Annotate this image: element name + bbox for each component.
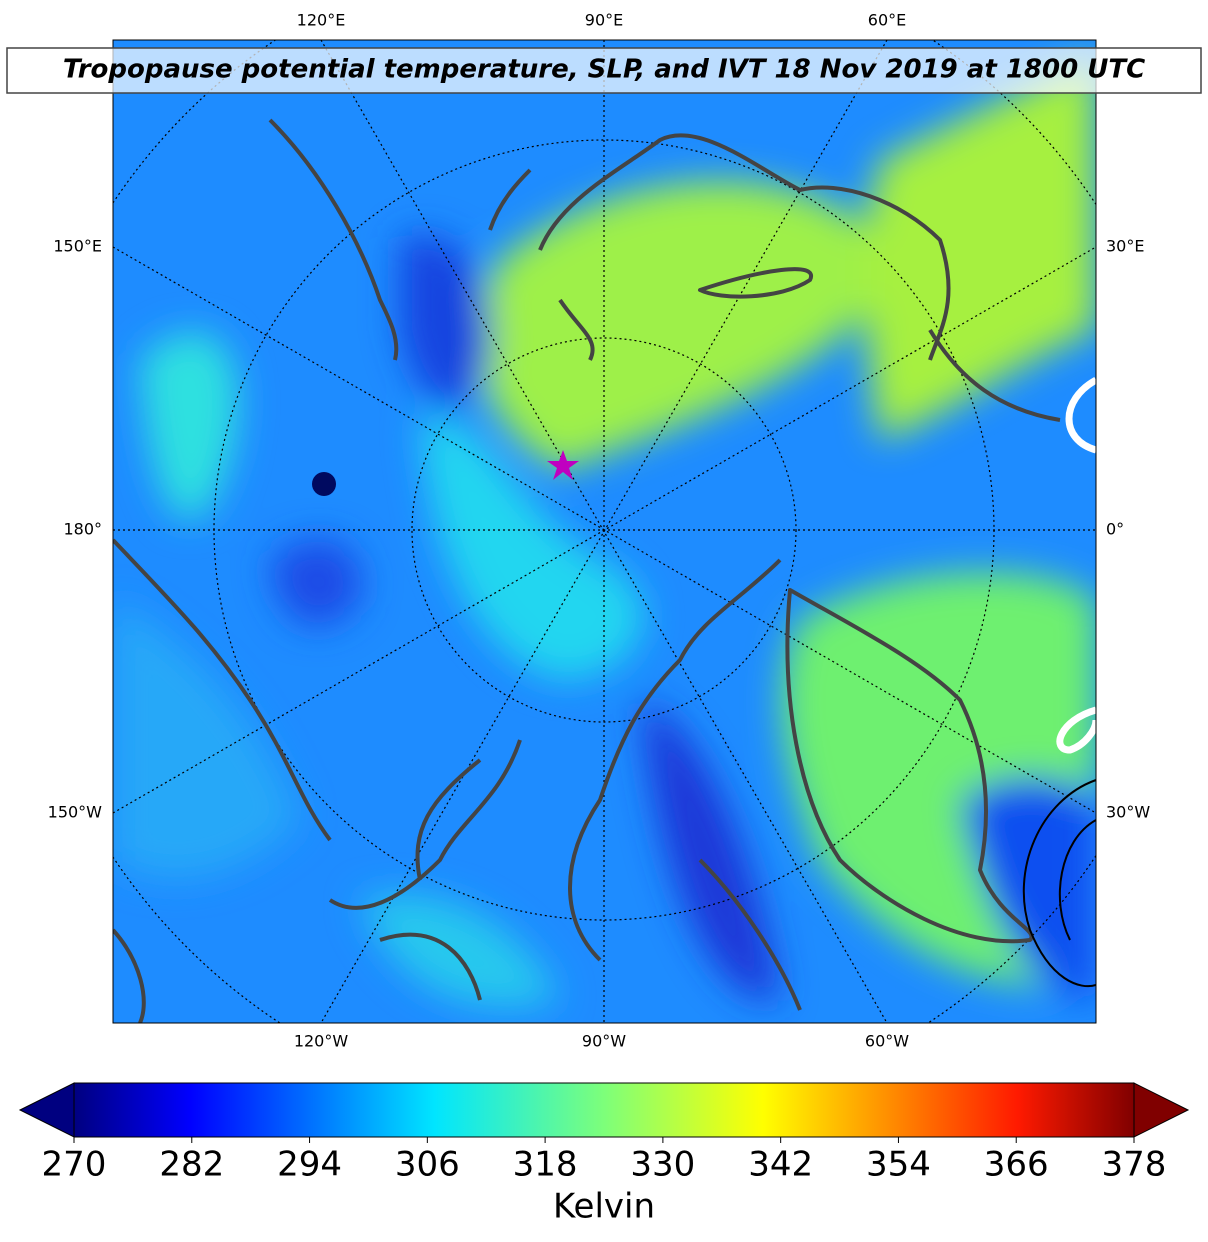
colorbar-tick-label: 354 [866,1145,931,1185]
colorbar-tick-label: 306 [395,1145,460,1185]
top-label: 90°E [585,11,623,30]
colorbar-tick-label: 282 [159,1145,224,1185]
bottom-label: 60°W [865,1032,909,1051]
colorbar-tick-label: 378 [1102,1145,1167,1185]
left-label: 180° [63,520,102,539]
right-label: 0° [1106,520,1124,539]
colorbar-label: Kelvin [553,1187,655,1227]
bottom-label: 90°W [582,1032,626,1051]
colorbar-tick-label: 366 [984,1145,1049,1185]
colorbar-tick-label: 342 [748,1145,813,1185]
left-label: 150°W [48,803,103,822]
top-label: 120°E [297,11,346,30]
colorbar-tick-label: 318 [513,1145,578,1185]
colorbar-tick-label: 330 [630,1145,695,1185]
colorbar [18,1082,1190,1138]
top-label: 60°E [868,11,906,30]
title-box [6,47,1202,94]
map-field [113,40,1096,1023]
right-label: 30°E [1106,237,1144,256]
left-label: 150°E [53,237,102,256]
map-title: Tropopause potential temperature, SLP, a… [63,55,1145,85]
bottom-label: 120°W [294,1032,349,1051]
colorbar-tick-label: 294 [277,1145,342,1185]
right-label: 30°W [1106,803,1150,822]
colorbar-tick-label: 270 [42,1145,107,1185]
